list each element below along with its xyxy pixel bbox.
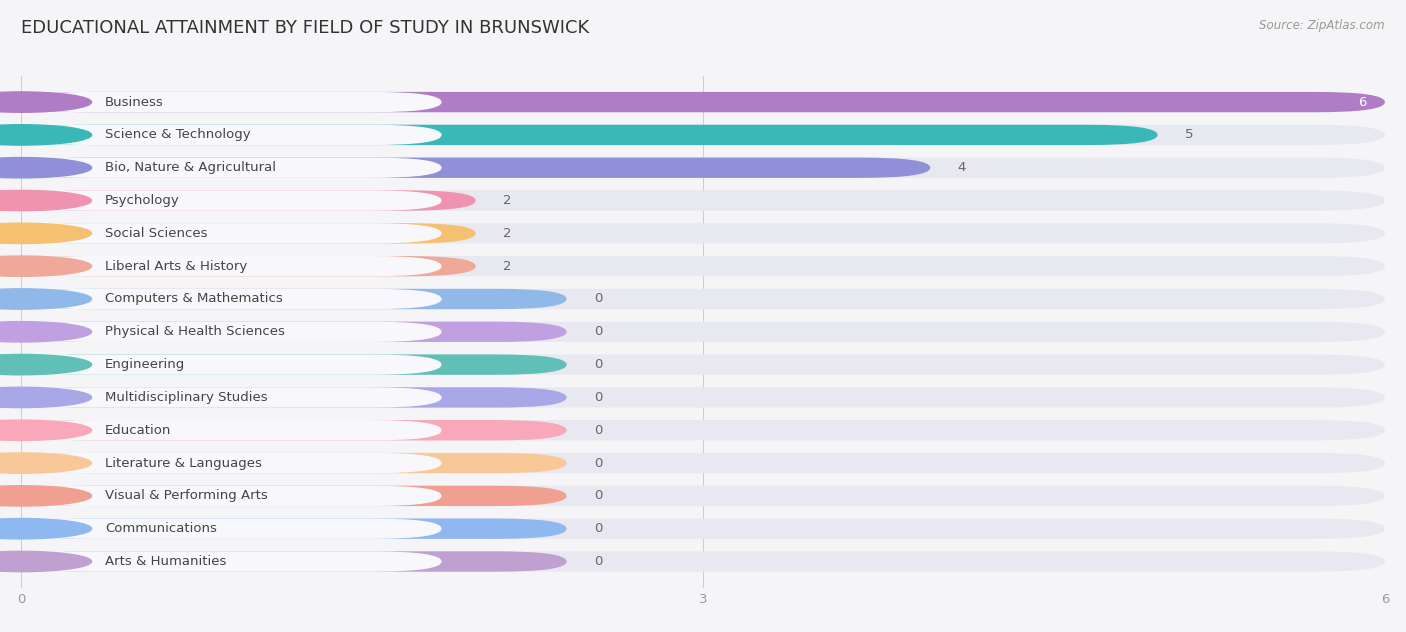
FancyBboxPatch shape <box>21 420 441 441</box>
FancyBboxPatch shape <box>21 551 1385 572</box>
FancyBboxPatch shape <box>21 420 567 441</box>
Text: Physical & Health Sciences: Physical & Health Sciences <box>105 325 285 338</box>
Text: 6: 6 <box>1358 95 1367 109</box>
FancyBboxPatch shape <box>21 420 1385 441</box>
FancyBboxPatch shape <box>21 190 441 210</box>
Text: 0: 0 <box>593 391 602 404</box>
Circle shape <box>0 157 91 178</box>
FancyBboxPatch shape <box>21 453 567 473</box>
Text: 0: 0 <box>593 423 602 437</box>
FancyBboxPatch shape <box>21 518 1385 539</box>
FancyBboxPatch shape <box>21 518 567 539</box>
Text: Social Sciences: Social Sciences <box>105 227 208 240</box>
Circle shape <box>0 518 91 539</box>
Text: 4: 4 <box>957 161 966 174</box>
FancyBboxPatch shape <box>21 289 567 309</box>
FancyBboxPatch shape <box>21 387 441 408</box>
FancyBboxPatch shape <box>21 322 567 342</box>
Text: 5: 5 <box>1185 128 1194 142</box>
FancyBboxPatch shape <box>21 322 1385 342</box>
Circle shape <box>0 387 91 408</box>
FancyBboxPatch shape <box>21 256 441 276</box>
Circle shape <box>0 453 91 473</box>
Circle shape <box>0 256 91 276</box>
Circle shape <box>0 420 91 441</box>
Circle shape <box>0 551 91 572</box>
Text: 2: 2 <box>503 227 512 240</box>
FancyBboxPatch shape <box>21 157 441 178</box>
Text: 2: 2 <box>503 194 512 207</box>
Circle shape <box>0 190 91 210</box>
FancyBboxPatch shape <box>21 551 441 572</box>
FancyBboxPatch shape <box>21 157 931 178</box>
Text: Multidisciplinary Studies: Multidisciplinary Studies <box>105 391 267 404</box>
Text: 0: 0 <box>593 456 602 470</box>
Circle shape <box>0 322 91 342</box>
Circle shape <box>0 92 91 112</box>
Text: 0: 0 <box>593 358 602 371</box>
Text: Communications: Communications <box>105 522 217 535</box>
FancyBboxPatch shape <box>21 289 1385 309</box>
FancyBboxPatch shape <box>21 355 1385 375</box>
Text: EDUCATIONAL ATTAINMENT BY FIELD OF STUDY IN BRUNSWICK: EDUCATIONAL ATTAINMENT BY FIELD OF STUDY… <box>21 19 589 37</box>
Text: Arts & Humanities: Arts & Humanities <box>105 555 226 568</box>
FancyBboxPatch shape <box>21 223 1385 243</box>
FancyBboxPatch shape <box>21 486 441 506</box>
FancyBboxPatch shape <box>21 551 567 572</box>
Circle shape <box>0 289 91 309</box>
FancyBboxPatch shape <box>21 125 441 145</box>
Text: Business: Business <box>105 95 165 109</box>
FancyBboxPatch shape <box>21 223 475 243</box>
FancyBboxPatch shape <box>21 92 1385 112</box>
Text: Education: Education <box>105 423 172 437</box>
Text: Science & Technology: Science & Technology <box>105 128 250 142</box>
Text: Liberal Arts & History: Liberal Arts & History <box>105 260 247 272</box>
FancyBboxPatch shape <box>21 289 441 309</box>
Text: 2: 2 <box>503 260 512 272</box>
Circle shape <box>0 223 91 243</box>
FancyBboxPatch shape <box>21 92 441 112</box>
Text: Psychology: Psychology <box>105 194 180 207</box>
Circle shape <box>0 125 91 145</box>
Text: Literature & Languages: Literature & Languages <box>105 456 262 470</box>
Text: Engineering: Engineering <box>105 358 186 371</box>
FancyBboxPatch shape <box>21 322 441 342</box>
Text: 0: 0 <box>593 489 602 502</box>
FancyBboxPatch shape <box>21 256 475 276</box>
FancyBboxPatch shape <box>21 92 1385 112</box>
FancyBboxPatch shape <box>21 486 567 506</box>
Text: Bio, Nature & Agricultural: Bio, Nature & Agricultural <box>105 161 276 174</box>
Text: 0: 0 <box>593 522 602 535</box>
FancyBboxPatch shape <box>21 125 1385 145</box>
FancyBboxPatch shape <box>21 453 1385 473</box>
FancyBboxPatch shape <box>21 355 567 375</box>
Text: Source: ZipAtlas.com: Source: ZipAtlas.com <box>1260 19 1385 32</box>
Text: Computers & Mathematics: Computers & Mathematics <box>105 293 283 305</box>
FancyBboxPatch shape <box>21 190 1385 210</box>
FancyBboxPatch shape <box>21 125 1157 145</box>
FancyBboxPatch shape <box>21 387 567 408</box>
Text: 0: 0 <box>593 293 602 305</box>
Text: Visual & Performing Arts: Visual & Performing Arts <box>105 489 269 502</box>
FancyBboxPatch shape <box>21 190 475 210</box>
FancyBboxPatch shape <box>21 355 441 375</box>
FancyBboxPatch shape <box>21 157 1385 178</box>
FancyBboxPatch shape <box>21 387 1385 408</box>
FancyBboxPatch shape <box>21 256 1385 276</box>
Text: 0: 0 <box>593 325 602 338</box>
FancyBboxPatch shape <box>21 486 1385 506</box>
Text: 0: 0 <box>593 555 602 568</box>
FancyBboxPatch shape <box>21 518 441 539</box>
Circle shape <box>0 486 91 506</box>
Circle shape <box>0 355 91 375</box>
FancyBboxPatch shape <box>21 453 441 473</box>
FancyBboxPatch shape <box>21 223 441 243</box>
